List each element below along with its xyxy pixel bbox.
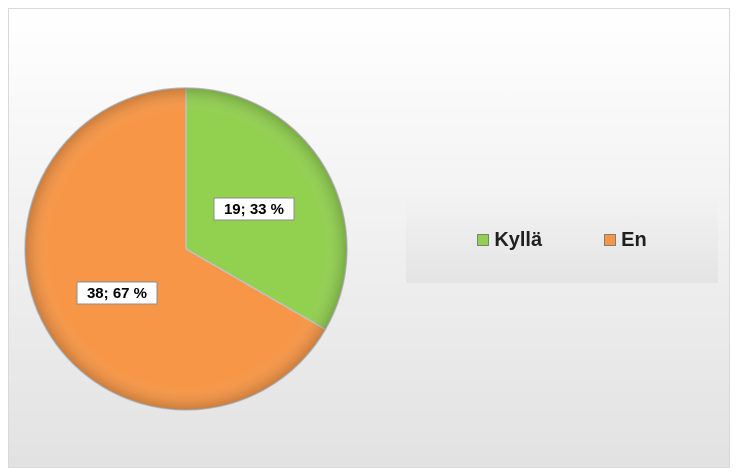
legend-swatch-kylla	[477, 234, 490, 246]
legend-entry-kylla: Kyllä	[477, 229, 542, 252]
legend-label-kylla: Kyllä	[494, 228, 543, 251]
data-label-box	[76, 281, 158, 305]
legend-label-en: En	[621, 228, 647, 251]
legend: Kyllä En	[406, 197, 718, 283]
data-label-text: 19; 33 %	[224, 201, 284, 218]
data-label-kylla: 19; 33 %	[213, 197, 295, 221]
legend-entry-en: En	[604, 229, 647, 252]
data-label-box	[213, 197, 295, 221]
data-label-en: 38; 67 %	[76, 281, 158, 305]
data-label-text: 38; 67 %	[87, 285, 147, 302]
legend-swatch-en	[604, 234, 617, 246]
